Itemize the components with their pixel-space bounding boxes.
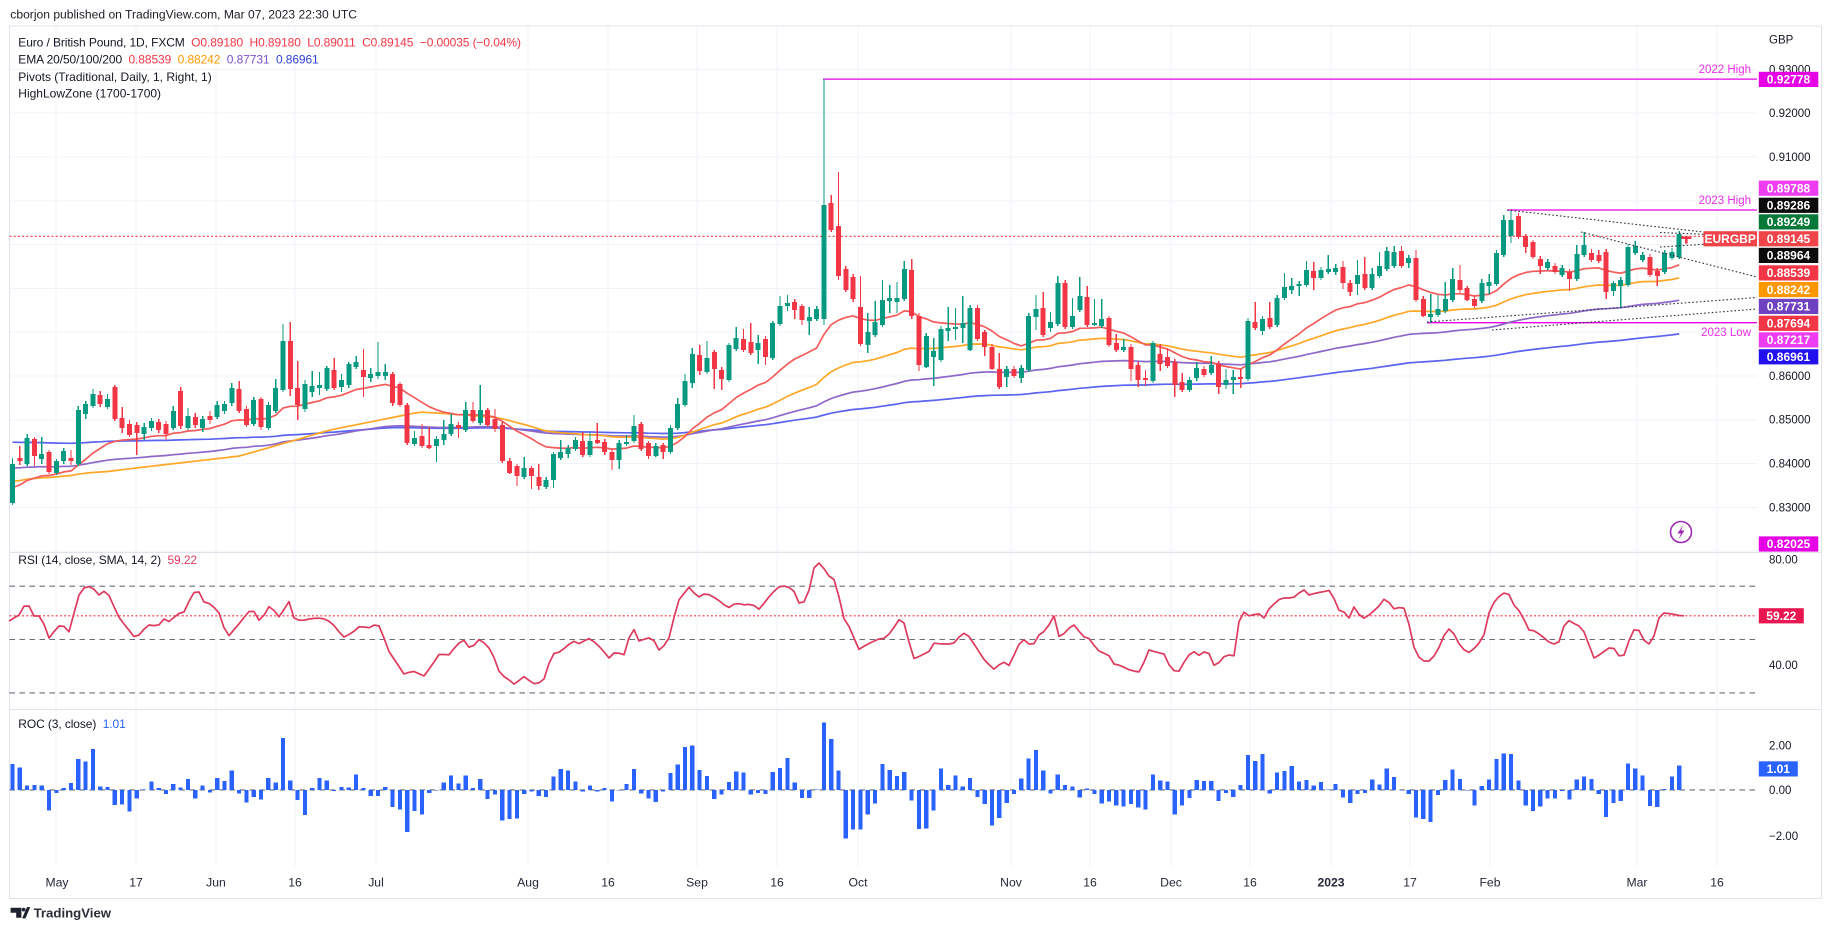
svg-text:2.00: 2.00 <box>1769 740 1791 752</box>
svg-text:0.83000: 0.83000 <box>1769 502 1811 514</box>
svg-text:Nov: Nov <box>1000 876 1023 890</box>
svg-text:0.87217: 0.87217 <box>1767 333 1811 347</box>
svg-text:TradingView: TradingView <box>34 906 112 921</box>
svg-text:59.22: 59.22 <box>1766 609 1796 623</box>
svg-text:−2.00: −2.00 <box>1769 831 1798 843</box>
svg-text:16: 16 <box>1710 876 1724 890</box>
svg-text:Feb: Feb <box>1479 876 1500 890</box>
svg-text:2023 Low: 2023 Low <box>1701 327 1752 339</box>
svg-text:16: 16 <box>1243 876 1257 890</box>
svg-text:0.91000: 0.91000 <box>1769 152 1811 164</box>
svg-text:GBP: GBP <box>1769 35 1794 47</box>
svg-text:1.01: 1.01 <box>1767 762 1791 776</box>
svg-text:0.88964: 0.88964 <box>1767 249 1811 263</box>
svg-text:0.92778: 0.92778 <box>1767 73 1811 87</box>
svg-text:16: 16 <box>288 876 302 890</box>
svg-text:May: May <box>45 876 69 890</box>
svg-text:HighLowZone (1700-1700): HighLowZone (1700-1700) <box>18 87 161 101</box>
svg-text:0.86000: 0.86000 <box>1769 371 1811 383</box>
svg-text:0.86961: 0.86961 <box>1767 350 1811 364</box>
svg-text:Jun: Jun <box>206 876 226 890</box>
svg-text:0.89249: 0.89249 <box>1767 215 1811 229</box>
svg-text:0.89788: 0.89788 <box>1767 181 1811 195</box>
svg-text:16: 16 <box>770 876 784 890</box>
svg-text:2023: 2023 <box>1317 876 1344 890</box>
svg-text:Oct: Oct <box>849 876 869 890</box>
svg-text:0.87731: 0.87731 <box>1767 300 1811 314</box>
svg-text:16: 16 <box>601 876 615 890</box>
svg-text:0.88539: 0.88539 <box>1767 266 1811 280</box>
svg-text:Euro / British Pound, 1D, FXCM: Euro / British Pound, 1D, FXCM O0.89180 … <box>18 35 521 49</box>
svg-text:0.89286: 0.89286 <box>1767 199 1811 213</box>
svg-text:40.00: 40.00 <box>1769 660 1798 672</box>
svg-text:Aug: Aug <box>517 876 539 890</box>
svg-text:0.84000: 0.84000 <box>1769 459 1811 471</box>
svg-text:Dec: Dec <box>1160 876 1182 890</box>
svg-text:Mar: Mar <box>1627 876 1648 890</box>
svg-text:RSI (14, close, SMA, 14, 2) 5: RSI (14, close, SMA, 14, 2) 59.22 <box>18 553 197 567</box>
svg-text:16: 16 <box>1083 876 1097 890</box>
svg-text:0.87694: 0.87694 <box>1767 317 1811 331</box>
svg-text:0.85000: 0.85000 <box>1769 415 1811 427</box>
svg-text:ROC (3, close) 1.01: ROC (3, close) 1.01 <box>18 717 126 731</box>
svg-text:Pivots (Traditional, Daily, 1,: Pivots (Traditional, Daily, 1, Right, 1) <box>18 70 211 84</box>
svg-text:EMA 20/50/100/200 0.88539 0.: EMA 20/50/100/200 0.88539 0.88242 0.8773… <box>18 52 319 66</box>
svg-text:0.00: 0.00 <box>1769 785 1791 797</box>
svg-text:0.88242: 0.88242 <box>1767 283 1811 297</box>
svg-text:Jul: Jul <box>368 876 384 890</box>
svg-text:2023 High: 2023 High <box>1699 195 1751 207</box>
svg-text:0.89145: 0.89145 <box>1767 232 1811 246</box>
svg-text:80.00: 80.00 <box>1769 555 1798 567</box>
svg-text:17: 17 <box>1403 876 1417 890</box>
svg-text:Sep: Sep <box>686 876 708 890</box>
svg-text:2022 High: 2022 High <box>1699 64 1751 76</box>
svg-text:0.82025: 0.82025 <box>1767 537 1811 551</box>
svg-text:0.92000: 0.92000 <box>1769 108 1811 120</box>
svg-text:cborjon published on TradingVi: cborjon published on TradingView.com, Ma… <box>10 7 357 21</box>
svg-text:17: 17 <box>129 876 143 890</box>
svg-text:EURGBP: EURGBP <box>1705 232 1756 246</box>
